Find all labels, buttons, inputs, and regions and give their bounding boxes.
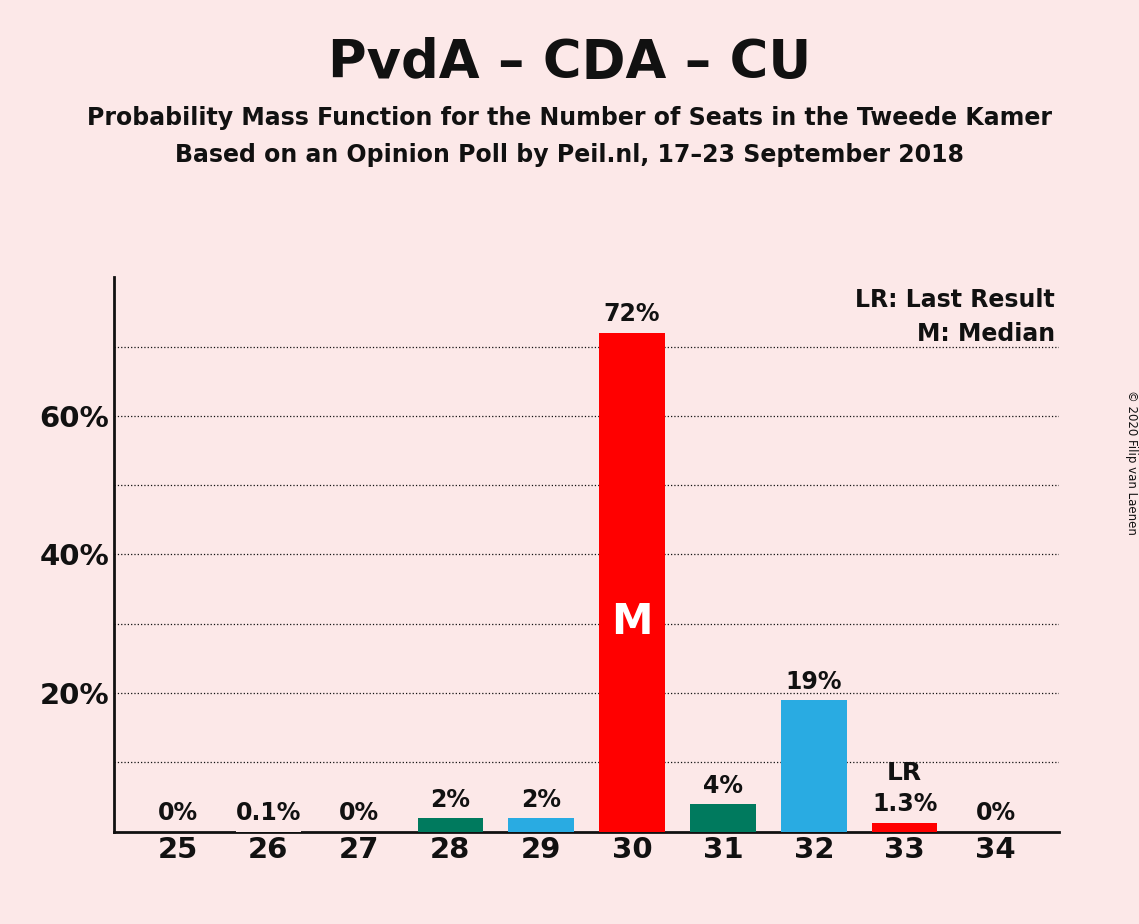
Bar: [418, 818, 483, 832]
Text: 0.1%: 0.1%: [236, 801, 301, 824]
Text: 1.3%: 1.3%: [872, 793, 937, 817]
Text: M: M: [612, 601, 653, 643]
Text: LR: Last Result: LR: Last Result: [855, 287, 1055, 311]
Bar: [872, 822, 937, 832]
Text: 72%: 72%: [604, 302, 661, 326]
Bar: [508, 818, 574, 832]
Bar: [690, 804, 755, 832]
Bar: [781, 700, 846, 832]
Text: PvdA – CDA – CU: PvdA – CDA – CU: [328, 37, 811, 89]
Text: 2%: 2%: [522, 787, 562, 811]
Text: LR: LR: [887, 761, 923, 785]
Text: Based on an Opinion Poll by Peil.nl, 17–23 September 2018: Based on an Opinion Poll by Peil.nl, 17–…: [175, 143, 964, 167]
Text: 19%: 19%: [786, 670, 842, 694]
Text: 0%: 0%: [339, 801, 379, 825]
Text: 0%: 0%: [157, 801, 197, 825]
Text: 4%: 4%: [703, 773, 743, 797]
Bar: [599, 333, 665, 832]
Text: 0%: 0%: [976, 801, 1016, 825]
Text: 2%: 2%: [431, 787, 470, 811]
Text: © 2020 Filip van Laenen: © 2020 Filip van Laenen: [1124, 390, 1138, 534]
Text: Probability Mass Function for the Number of Seats in the Tweede Kamer: Probability Mass Function for the Number…: [87, 106, 1052, 130]
Text: M: Median: M: Median: [917, 322, 1055, 346]
